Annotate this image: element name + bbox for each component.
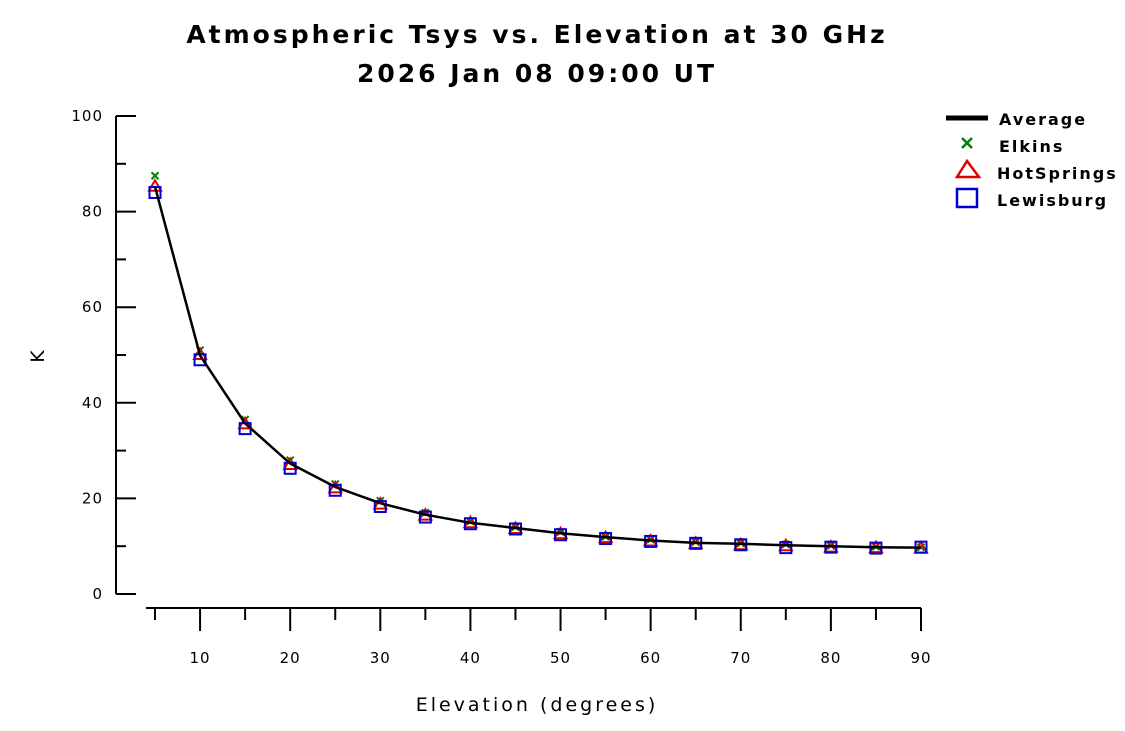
y-tick-label: 20 (82, 489, 103, 507)
point-lewisburg (328, 483, 342, 497)
series-lewisburg (148, 185, 928, 555)
series-average (153, 186, 922, 549)
legend-swatch-elkins (961, 137, 973, 149)
point-lewisburg (418, 510, 432, 524)
legend-label-lewisburg: Lewisburg (997, 191, 1108, 210)
series-layer (147, 171, 929, 555)
legend: Average Elkins HotSprings Lewisburg (946, 110, 1118, 210)
y-tick-label: 0 (92, 585, 103, 603)
series-elkins (150, 171, 926, 552)
x-tick-label: 50 (550, 649, 571, 667)
chart-subtitle: 2026 Jan 08 09:00 UT (357, 59, 717, 88)
legend-label-average: Average (999, 110, 1087, 129)
series-hotsprings (147, 178, 929, 554)
x-tick-label: 60 (640, 649, 661, 667)
y-tick-label: 80 (82, 203, 103, 221)
y-axis-ticks: 0 20 40 60 80 100 (71, 107, 136, 603)
x-tick-label: 80 (820, 649, 841, 667)
line-average (153, 186, 922, 549)
x-tick-label: 70 (730, 649, 751, 667)
legend-label-elkins: Elkins (999, 137, 1064, 156)
x-tick-label: 20 (280, 649, 301, 667)
y-tick-label: 100 (71, 107, 103, 125)
point-lewisburg (373, 500, 387, 514)
legend-swatch-lewisburg (955, 187, 979, 209)
x-tick-label: 10 (190, 649, 211, 667)
y-tick-label: 60 (82, 298, 103, 316)
y-tick-label: 40 (82, 394, 103, 412)
legend-swatch-hotsprings (954, 158, 982, 179)
y-axis-label: K (27, 347, 49, 362)
legend-label-hotsprings: HotSprings (997, 164, 1118, 183)
x-axis-ticks: 10 20 30 40 50 60 70 80 90 (154, 608, 931, 667)
point-elkins (150, 171, 160, 180)
x-tick-label: 40 (460, 649, 481, 667)
chart-title: Atmospheric Tsys vs. Elevation at 30 GHz (186, 20, 887, 49)
point-lewisburg (779, 541, 793, 555)
x-tick-label: 90 (910, 649, 931, 667)
x-axis-label: Elevation (degrees) (416, 694, 659, 716)
x-tick-label: 30 (370, 649, 391, 667)
